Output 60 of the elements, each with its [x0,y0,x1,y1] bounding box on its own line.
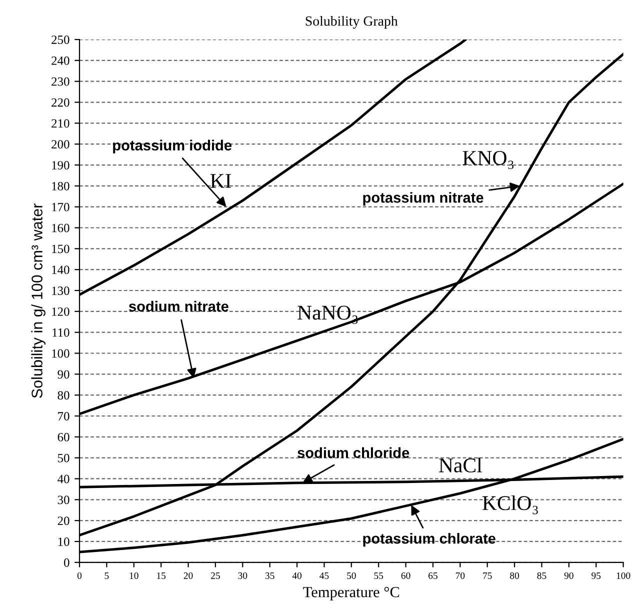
x-tick-label: 25 [211,572,220,579]
y-tick-label: 70 [58,412,70,420]
x-tick-label: 70 [456,572,465,579]
y-tick-label: 240 [52,56,70,65]
y-tick-label: 20 [58,516,70,526]
series-label: KNO₃ [462,150,514,170]
annotation: potassium iodide [113,140,232,154]
series-label: NaCl [438,458,482,472]
x-tick-label: 65 [428,572,438,579]
x-tick-label: 10 [130,572,138,579]
y-tick-label: 40 [58,474,70,484]
y-tick-label: 180 [52,182,70,190]
x-tick-label: 75 [483,572,492,579]
y-tick-label: 140 [52,266,70,274]
annotation: potassium chlorate [363,533,496,547]
y-tick-label: 50 [58,454,70,462]
series-label: KClO₃ [482,495,538,514]
x-tick-label: 95 [592,572,601,579]
y-tick-label: 80 [58,391,70,400]
series-label: NaNO₃ [298,306,358,324]
y-tick-label: 120 [52,307,70,316]
x-tick-label: 60 [401,572,410,579]
y-tick-label: 230 [52,77,70,86]
y-tick-label: 200 [52,140,70,149]
x-axis-title: Temperature °C [303,586,400,600]
x-tick-label: 80 [510,572,520,579]
x-tick-label: 15 [157,572,166,579]
y-tick-label: 30 [58,496,70,504]
y-tick-label: 110 [52,328,70,337]
y-tick-label: 250 [52,36,70,44]
annotation: potassium nitrate [363,192,484,206]
x-tick-label: 20 [184,572,193,579]
x-tick-label: 50 [347,572,356,579]
y-tick-label: 220 [52,98,70,107]
y-tick-label: 90 [58,370,70,379]
y-tick-label: 60 [58,432,70,442]
annotation: sodium nitrate [128,300,228,312]
x-tick-label: 0 [77,572,82,579]
x-tick-label: 40 [292,572,302,579]
y-tick-label: 150 [52,244,70,254]
y-tick-label: 0 [64,558,70,567]
x-tick-label: 85 [537,572,546,579]
y-tick-label: 190 [52,161,70,170]
y-tick-label: 160 [52,224,70,232]
y-tick-label: 100 [52,349,70,358]
annotation: sodium chloride [298,447,410,458]
y-tick-label: 10 [58,538,70,546]
y-axis-title: Solubility in g/ 100 cm³ water [31,204,46,398]
x-tick-label: 90 [564,572,574,579]
y-tick-label: 210 [52,119,70,128]
x-tick-label: 35 [265,572,274,579]
chart-title: Solubility Graph [306,16,398,29]
x-tick-label: 55 [374,572,384,579]
y-tick-label: 130 [52,286,70,295]
y-tick-label: 170 [52,202,70,212]
x-tick-label: 5 [104,572,109,579]
series-label: KI [210,174,232,188]
x-tick-label: 100 [616,572,630,579]
x-tick-label: 45 [320,572,329,579]
x-tick-label: 30 [238,572,248,579]
